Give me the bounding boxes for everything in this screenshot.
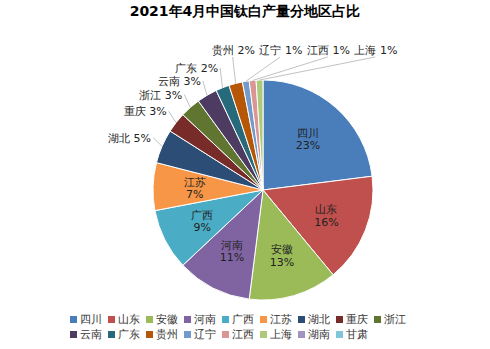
html-text:辽宁: 辽宁: [194, 328, 216, 341]
html-text:广西: 广西: [232, 313, 254, 326]
html-text:浙江: 浙江: [384, 313, 406, 326]
html-text:上海: 上海: [270, 328, 292, 341]
svg-text:浙江 3%: 浙江 3%: [139, 88, 182, 101]
svg-text:安徽13%: 安徽13%: [270, 243, 294, 269]
svg-text:云南 3%: 云南 3%: [158, 75, 201, 88]
html-text:云南: 云南: [80, 328, 102, 341]
svg-text:上海 1%: 上海 1%: [354, 44, 397, 57]
html-text:四川: 四川: [80, 313, 102, 326]
html-text:河南: 河南: [194, 313, 216, 326]
html-text:广东: 广东: [118, 328, 140, 341]
svg-text:贵州 2%: 贵州 2%: [212, 44, 255, 57]
svg-text:江苏7%: 江苏7%: [184, 176, 206, 202]
html-text:江苏: 江苏: [270, 313, 292, 326]
html-text:2021年4月中国钛白产量分地区占比: 2021年4月中国钛白产量分地区占比: [129, 3, 361, 19]
html-text:贵州: 贵州: [156, 328, 178, 341]
svg-text:江西 1%: 江西 1%: [307, 44, 350, 57]
html-text:安徽: 安徽: [156, 313, 178, 326]
svg-text:山东16%: 山东16%: [314, 203, 338, 229]
html-text:江西: 江西: [232, 328, 254, 341]
svg-text:湖北 5%: 湖北 5%: [108, 132, 151, 145]
html-text:湖北: 湖北: [308, 313, 330, 326]
html-text:山东: 山东: [118, 313, 140, 326]
html-text:甘肃: 甘肃: [346, 328, 368, 341]
svg-text:广西9%: 广西9%: [191, 209, 213, 235]
svg-text:重庆 3%: 重庆 3%: [124, 105, 167, 118]
svg-text:辽宁 1%: 辽宁 1%: [259, 44, 302, 57]
svg-text:河南11%: 河南11%: [220, 239, 244, 265]
html-text:湖南: 湖南: [308, 328, 330, 341]
svg-text:广东 2%: 广东 2%: [175, 62, 218, 75]
html-text:重庆: 重庆: [346, 313, 368, 326]
svg-text:四川23%: 四川23%: [296, 127, 320, 153]
